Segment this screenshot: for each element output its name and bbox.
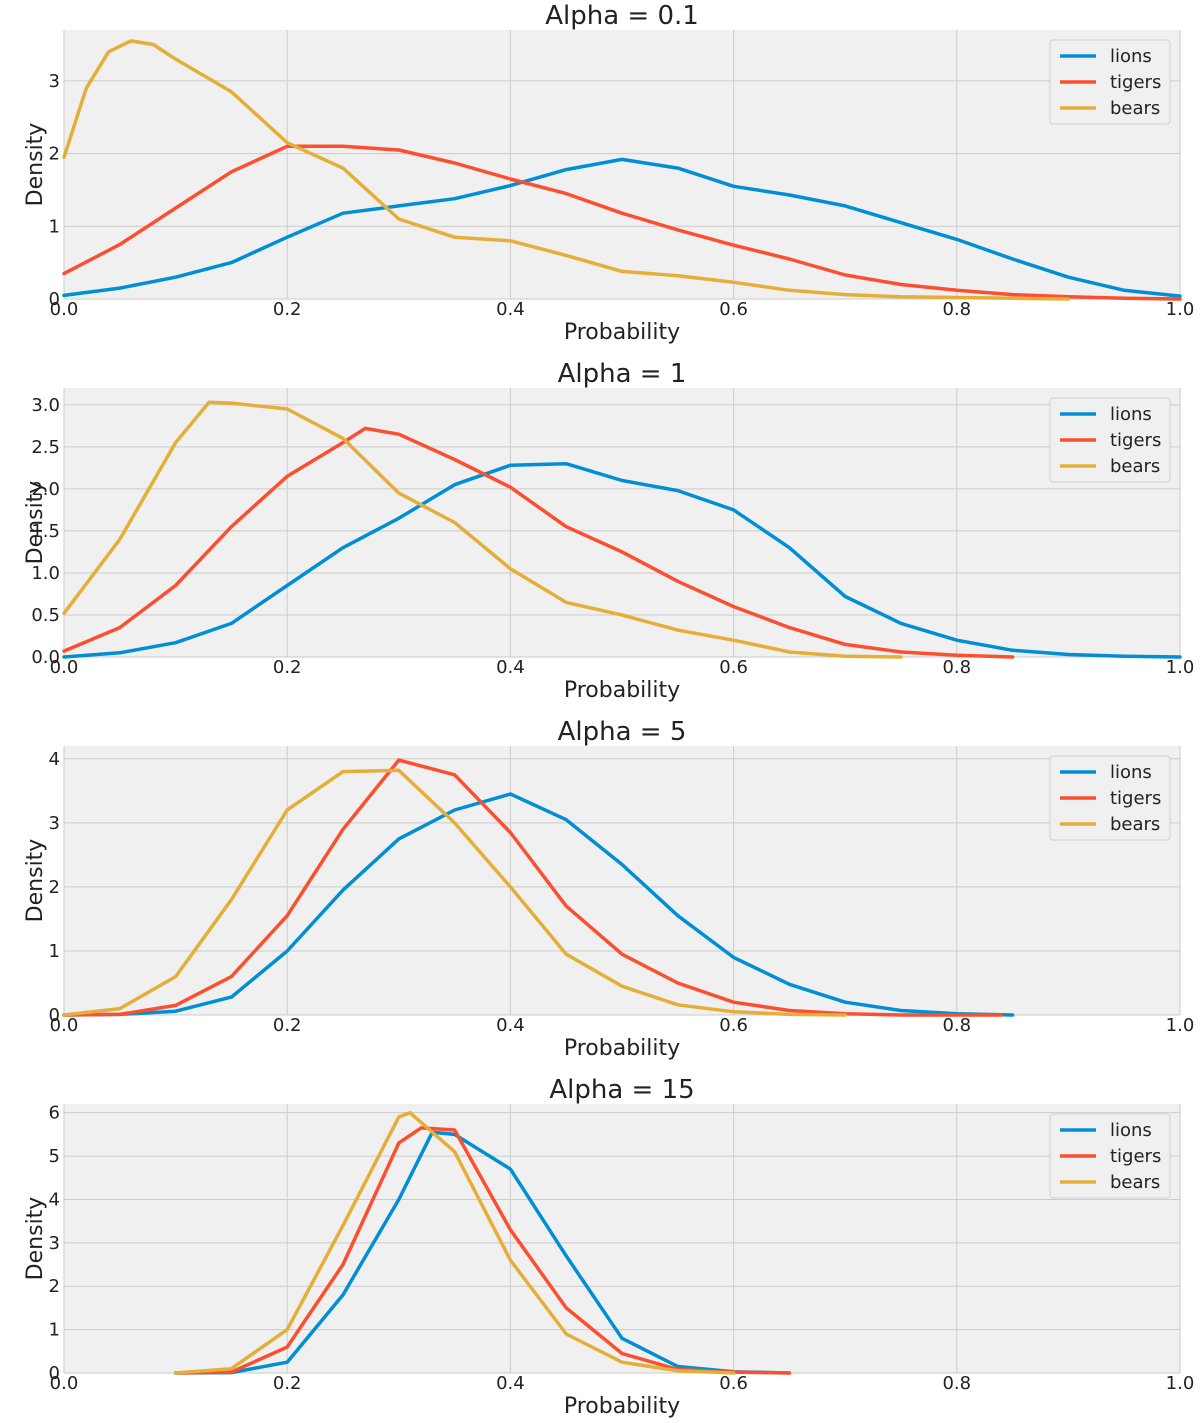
x-tick-label: 0.2	[273, 657, 302, 678]
x-tick-label: 0.4	[496, 1015, 525, 1036]
legend-box	[1049, 397, 1171, 483]
y-tick-label: 2	[49, 144, 60, 165]
y-tick-label: 0.0	[31, 647, 60, 668]
chart-panel: 0.0 0.2 0.4 0.6 0.8 1.0 0 1 2 3 4 Alpha = 5 Probabil…	[23, 717, 1194, 1061]
x-tick-label: 0.6	[719, 1373, 748, 1394]
series-line-lions	[173, 1130, 792, 1375]
y-tick-label: 6	[49, 1103, 60, 1124]
x-tick-label: 0.6	[719, 1015, 748, 1036]
y-tick-label: 0	[49, 1005, 60, 1026]
x-tick-label: 0.8	[942, 1373, 971, 1394]
series-line-tigers	[62, 758, 1004, 1017]
x-tick-label: 1.0	[1166, 1373, 1195, 1394]
chart-title: Alpha = 15	[549, 1075, 694, 1105]
x-tick-label: 1.0	[1166, 657, 1195, 678]
legend-label-lions: lions	[1110, 762, 1152, 783]
legend-label-tigers: tigers	[1110, 430, 1161, 451]
y-tick-label: 2	[49, 877, 60, 898]
y-axis-label: Density	[23, 123, 48, 207]
y-tick-label: 1.0	[31, 563, 60, 584]
y-tick-label: 2.5	[31, 437, 60, 458]
y-tick-label: 3	[49, 71, 60, 92]
y-tick-label: 2	[49, 1276, 60, 1297]
legend-box	[1049, 1113, 1171, 1199]
x-axis-label: Probability	[564, 320, 680, 345]
series-line-tigers	[62, 144, 1182, 301]
chart-title: Alpha = 0.1	[545, 1, 699, 31]
y-tick-label: 1	[49, 1320, 60, 1341]
x-tick-label: 0.2	[273, 1015, 302, 1036]
y-tick-label: 0	[49, 289, 60, 310]
x-tick-label: 0.2	[273, 1373, 302, 1394]
chart-panel: 0.0 0.2 0.4 0.6 0.8 1.0 0 1 2 3 4 5 6 Alpha = 15 Proba…	[23, 1075, 1194, 1419]
y-tick-label: 2.0	[31, 479, 60, 500]
chart-panel: 0.0 0.2 0.4 0.6 0.8 1.0 0 1 2 3 Alpha = 0.1 Probabi…	[23, 1, 1194, 345]
series-line-bears	[62, 768, 847, 1017]
y-axis-label: Density	[23, 839, 48, 923]
x-tick-label: 0.4	[496, 657, 525, 678]
x-tick-label: 0.6	[719, 657, 748, 678]
series-line-lions	[62, 157, 1182, 298]
legend: lions tigers bears	[1049, 755, 1171, 841]
x-axis-label: Probability	[564, 678, 680, 703]
x-tick-label: 0.8	[942, 657, 971, 678]
legend-box	[1049, 39, 1171, 125]
x-tick-label: 0.2	[273, 299, 302, 320]
series-line-bears	[62, 400, 903, 659]
y-tick-label: 4	[49, 749, 60, 770]
legend-label-lions: lions	[1110, 404, 1152, 425]
y-tick-label: 3.0	[31, 395, 60, 416]
legend-label-tigers: tigers	[1110, 788, 1161, 809]
plot-area	[64, 746, 1180, 1015]
y-tick-label: 1.5	[31, 521, 60, 542]
legend: lions tigers bears	[1049, 1113, 1171, 1199]
x-axis-label: Probability	[564, 1394, 680, 1419]
x-tick-label: 0.0	[50, 657, 79, 678]
legend: lions tigers bears	[1049, 397, 1171, 483]
series-line-lions	[62, 792, 1015, 1017]
chart-title: Alpha = 1	[558, 359, 687, 389]
x-tick-label: 0.8	[942, 299, 971, 320]
x-axis-label: Probability	[564, 1036, 680, 1061]
y-tick-label: 1	[49, 216, 60, 237]
x-tick-label: 0.0	[50, 1373, 79, 1394]
x-tick-label: 0.8	[942, 1015, 971, 1036]
y-tick-label: 5	[49, 1146, 60, 1167]
y-tick-label: 4	[49, 1189, 60, 1210]
x-tick-label: 0.6	[719, 299, 748, 320]
legend-label-lions: lions	[1110, 1120, 1152, 1141]
legend-label-bears: bears	[1110, 98, 1160, 119]
legend-label-lions: lions	[1110, 46, 1152, 67]
legend-label-bears: bears	[1110, 814, 1160, 835]
x-tick-label: 0.4	[496, 299, 525, 320]
series-line-bears	[173, 1110, 736, 1375]
chart-title: Alpha = 5	[558, 717, 687, 747]
legend-label-bears: bears	[1110, 1172, 1160, 1193]
y-axis-label: Density	[23, 481, 48, 565]
legend-label-tigers: tigers	[1110, 72, 1161, 93]
x-tick-label: 0.0	[50, 1015, 79, 1036]
series-line-lions	[62, 461, 1182, 659]
legend-label-bears: bears	[1110, 456, 1160, 477]
legend: lions tigers bears	[1049, 39, 1171, 125]
series-line-tigers	[62, 426, 1015, 659]
series-line-bears	[62, 39, 1071, 301]
x-tick-label: 0.0	[50, 299, 79, 320]
legend-label-tigers: tigers	[1110, 1146, 1161, 1167]
chart-panel: 0.0 0.2 0.4 0.6 0.8 1.0 0.0 0.5 1.0 1.5 2.0 2.5 3.0 A…	[23, 359, 1194, 703]
x-tick-label: 1.0	[1166, 1015, 1195, 1036]
y-axis-label: Density	[23, 1197, 48, 1281]
legend-box	[1049, 755, 1171, 841]
y-tick-label: 0.5	[31, 605, 60, 626]
y-tick-label: 0	[49, 1363, 60, 1384]
y-tick-label: 1	[49, 941, 60, 962]
y-tick-label: 3	[49, 813, 60, 834]
x-tick-label: 0.4	[496, 1373, 525, 1394]
y-tick-label: 3	[49, 1233, 60, 1254]
x-tick-label: 1.0	[1166, 299, 1195, 320]
plot-area	[64, 1104, 1180, 1373]
